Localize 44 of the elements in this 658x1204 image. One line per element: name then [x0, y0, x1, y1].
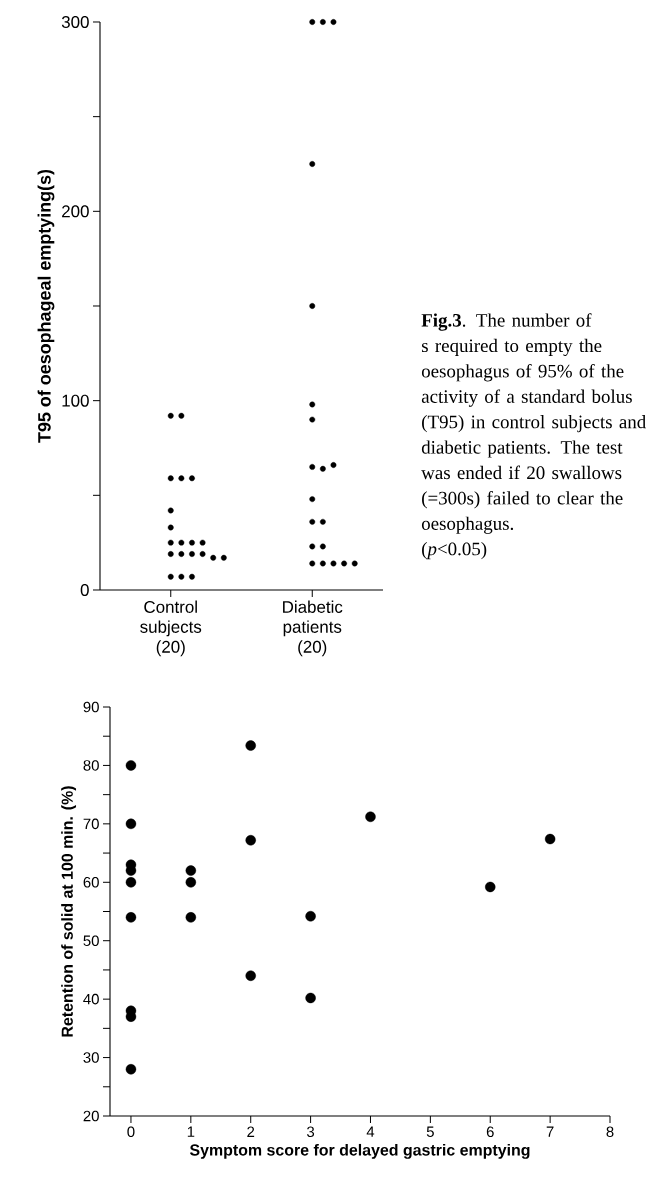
y-tick-label: 80 — [83, 760, 99, 771]
point — [185, 877, 197, 888]
point — [125, 877, 137, 888]
point — [305, 992, 316, 1004]
point — [305, 910, 316, 922]
point — [125, 912, 137, 923]
point — [125, 818, 137, 830]
y-tick-label: 300 — [61, 15, 89, 28]
x-tick-label: 8 — [606, 1126, 614, 1138]
y-tick-label: 90 — [83, 701, 99, 713]
text: (p<0.05) — [422, 542, 487, 560]
point — [245, 970, 256, 981]
x-tick-label: 1 — [187, 1126, 195, 1137]
x-tick-label: 7 — [546, 1126, 554, 1137]
point — [245, 740, 256, 751]
y-tick-label: 70 — [83, 818, 99, 830]
point — [125, 1064, 137, 1075]
y-tick-label: 50 — [83, 935, 99, 946]
text: Fig.3. The number of s required to empty the oesophagus of 95% of the activity of a standard bolus (T95) in control subjects and diabetic patients. The test was ended if 20 swallows (=300s) failed to clear the oesophagus. — [421, 313, 646, 534]
x-tick-label: 4 — [366, 1126, 375, 1137]
point — [185, 865, 197, 876]
y-tick-label: 60 — [83, 876, 99, 888]
point — [544, 833, 556, 845]
y-tick-label: 0 — [80, 583, 89, 596]
point — [245, 835, 256, 846]
y-tick-label: 100 — [62, 394, 89, 407]
point — [485, 881, 496, 893]
x-tick-label: 5 — [426, 1126, 434, 1137]
y-tick-label: 20 — [83, 1110, 99, 1122]
x-tick-label: 6 — [486, 1126, 494, 1138]
y-axis-title: Retention of solid at 100 min. (%) — [61, 786, 77, 1037]
point — [125, 760, 137, 771]
y-tick-label: 40 — [83, 993, 99, 1005]
x-tick-label: 0 — [127, 1126, 135, 1138]
point — [365, 811, 376, 823]
x-tick-label: Diabetic patients (20) — [283, 600, 343, 657]
x-axis-title: Symptom score for delayed gastric emptying — [189, 1143, 530, 1159]
y-axis-title: T95 of oesophageal emptying(s) — [37, 169, 55, 443]
point — [185, 912, 197, 923]
x-tick-label: 3 — [307, 1126, 315, 1138]
x-tick-label: Control subjects (20) — [140, 600, 202, 657]
y-tick-label: 200 — [62, 205, 89, 218]
y-tick-label: 30 — [83, 1052, 99, 1063]
x-tick-label: 2 — [247, 1126, 255, 1137]
